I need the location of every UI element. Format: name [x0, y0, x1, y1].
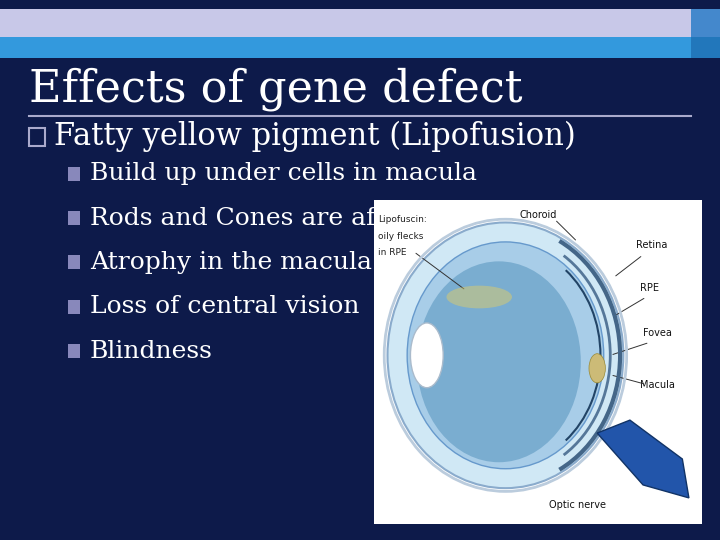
Text: Optic nerve: Optic nerve	[549, 500, 606, 510]
Text: Loss of central vision: Loss of central vision	[90, 295, 359, 318]
Ellipse shape	[408, 242, 603, 469]
Text: Lipofuscin:: Lipofuscin:	[378, 215, 426, 225]
Ellipse shape	[446, 286, 512, 308]
Bar	[68, 300, 80, 314]
Bar	[0, 9, 691, 39]
Text: Rods and Cones are affected: Rods and Cones are affected	[90, 207, 454, 229]
Text: Build up under cells in macula: Build up under cells in macula	[90, 163, 477, 185]
Text: Fatty yellow pigment (Lipofusion): Fatty yellow pigment (Lipofusion)	[54, 120, 576, 152]
Text: Fovea: Fovea	[643, 328, 672, 338]
Ellipse shape	[387, 222, 624, 488]
Bar	[68, 344, 80, 358]
Bar	[68, 211, 80, 225]
Ellipse shape	[410, 323, 444, 388]
Text: Macula: Macula	[640, 380, 675, 390]
Bar	[0, 37, 691, 58]
Text: Blindness: Blindness	[90, 340, 213, 362]
Ellipse shape	[589, 354, 606, 383]
Bar	[691, 37, 720, 58]
Bar	[691, 9, 720, 39]
Text: oily flecks: oily flecks	[378, 232, 423, 241]
Bar	[68, 255, 80, 269]
Polygon shape	[597, 420, 689, 498]
Text: RPE: RPE	[640, 282, 659, 293]
Text: Choroid: Choroid	[520, 210, 557, 220]
Text: Retina: Retina	[636, 240, 668, 251]
Bar	[68, 167, 80, 181]
Text: Atrophy in the macula: Atrophy in the macula	[90, 251, 372, 274]
Ellipse shape	[417, 261, 581, 462]
Text: in RPE: in RPE	[378, 248, 406, 257]
Text: Effects of gene defect: Effects of gene defect	[29, 68, 522, 111]
Bar	[29, 128, 45, 146]
